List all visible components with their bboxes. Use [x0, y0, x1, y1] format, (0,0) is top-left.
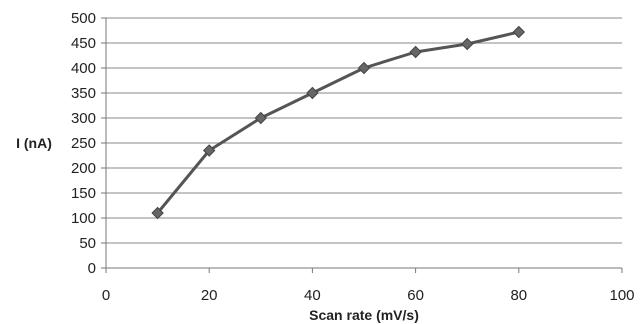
- grid-lines: [106, 17, 622, 244]
- data-point-10: [151, 206, 164, 220]
- data-point-80: [512, 25, 526, 39]
- x-tick-label-20: 20: [201, 287, 218, 304]
- x-tick-label-60: 60: [407, 287, 424, 304]
- y-tick-label-450: 450: [71, 35, 96, 52]
- x-axis-title: Scan rate (mV/s): [309, 307, 419, 323]
- x-tick-label-0: 0: [102, 287, 110, 304]
- data-point-50: [357, 61, 371, 75]
- x-tick-label-80: 80: [510, 287, 527, 304]
- y-tick-label-350: 350: [71, 85, 96, 102]
- data-point-60: [409, 45, 422, 59]
- y-tick-label-400: 400: [71, 60, 96, 77]
- y-tick-label-200: 200: [71, 160, 96, 177]
- data-point-20: [202, 144, 216, 157]
- axes: [101, 17, 623, 273]
- x-tick-label-40: 40: [304, 287, 321, 304]
- data-point-70: [460, 37, 474, 51]
- y-tick-label-500: 500: [71, 10, 96, 27]
- y-tick-label-250: 250: [71, 135, 96, 152]
- y-tick-label-0: 0: [88, 260, 96, 277]
- series-line-0: [156, 30, 520, 214]
- data-point-40: [306, 86, 319, 100]
- y-tick-label-150: 150: [71, 185, 96, 202]
- y-tick-label-50: 50: [79, 235, 96, 252]
- y-tick-label-100: 100: [71, 210, 96, 227]
- data-point-30: [254, 111, 268, 125]
- tick-labels: 0 50 100 150 200 250 300 350 400 450 500 0 20 40 60 80 1…: [71, 10, 635, 304]
- y-tick-label-300: 300: [71, 110, 96, 127]
- x-tick-label-100: 100: [609, 287, 634, 304]
- series-layer: [151, 25, 526, 220]
- y-axis-title: I (nA): [16, 135, 52, 151]
